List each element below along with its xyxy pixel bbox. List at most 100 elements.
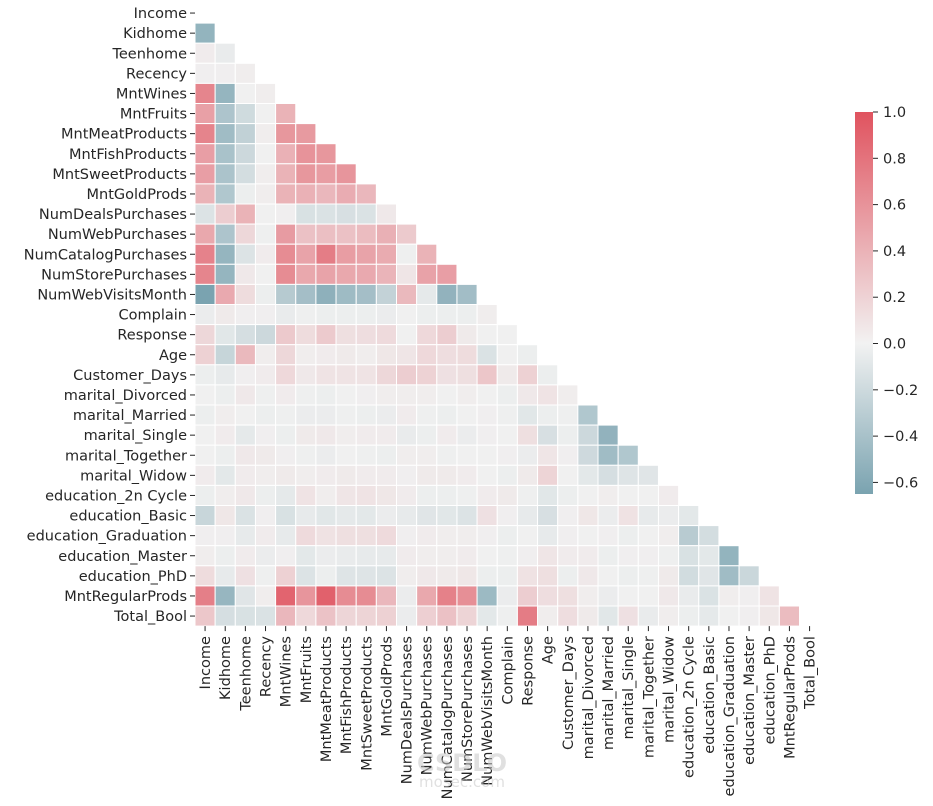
heatmap-cell-18-4 [275, 364, 297, 386]
heatmap-cell-18-9 [375, 364, 398, 386]
heatmap-cell-27-18 [557, 545, 579, 567]
heatmap-cell-9-2 [234, 183, 256, 205]
row-label: marital_Married [73, 408, 187, 424]
heatmap-cell-21-4 [275, 424, 297, 446]
heatmap-cell-24-23 [657, 484, 680, 506]
heatmap-cell-25-20 [597, 505, 619, 527]
heatmap-cell-21-17 [537, 424, 559, 446]
heatmap-cell-25-10 [396, 505, 418, 527]
heatmap-cell-28-12 [436, 565, 458, 587]
row-label: education_Master [58, 549, 187, 565]
heatmap-cell-24-10 [396, 484, 418, 506]
heatmap-cell-13-4 [275, 263, 297, 285]
heatmap-cell-20-13 [456, 404, 478, 426]
row-label: MntFruits [120, 107, 187, 123]
row-label: marital_Single [84, 428, 188, 444]
heatmap-cell-11-4 [275, 223, 297, 245]
heatmap-cell-23-14 [476, 464, 498, 486]
row-label: NumWebPurchases [48, 227, 187, 243]
row-label: education_2n Cycle [45, 488, 187, 504]
heatmap-cell-25-18 [557, 505, 579, 527]
row-label: Recency [126, 66, 187, 82]
heatmap-cell-18-16 [516, 364, 539, 386]
heatmap-cell-11-1 [214, 223, 236, 245]
heatmap-cell-25-4 [275, 505, 297, 527]
heatmap-cell-7-6 [315, 143, 337, 165]
heatmap-cell-19-5 [295, 384, 317, 406]
heatmap-cell-8-5 [295, 163, 317, 185]
heatmap-cell-6-2 [234, 123, 256, 145]
heatmap-cell-28-7 [335, 565, 357, 587]
heatmap-cell-21-3 [254, 424, 277, 446]
heatmap-cell-29-16 [516, 585, 539, 607]
heatmap-cell-12-11 [416, 243, 438, 265]
heatmap-cell-6-3 [254, 123, 277, 145]
heatmap-cell-19-6 [315, 384, 337, 406]
column-label: education_Basic [702, 636, 718, 754]
heatmap-cell-28-22 [637, 565, 659, 587]
heatmap-cell-26-13 [456, 525, 478, 547]
heatmap-cell-18-0 [194, 364, 216, 386]
heatmap-cell-30-4 [275, 605, 297, 627]
heatmap-cell-20-0 [194, 404, 216, 426]
heatmap-cell-13-7 [335, 263, 357, 285]
heatmap-cell-21-0 [194, 424, 216, 446]
row-label: NumWebVisitsMonth [37, 287, 187, 303]
heatmap-cell-30-5 [295, 605, 317, 627]
heatmap-cell-12-2 [234, 243, 256, 265]
heatmap-cell-7-4 [275, 143, 297, 165]
heatmap-cell-21-20 [597, 424, 619, 446]
heatmap-cell-28-3 [254, 565, 277, 587]
heatmap-cell-6-4 [275, 123, 297, 145]
heatmap-cell-30-21 [617, 605, 639, 627]
heatmap-cell-6-0 [194, 123, 216, 145]
column-label: Complain [500, 636, 516, 704]
heatmap-cell-16-8 [355, 324, 377, 346]
heatmap-cell-20-5 [295, 404, 317, 426]
heatmap-cell-26-10 [396, 525, 418, 547]
heatmap-cell-30-22 [637, 605, 659, 627]
column-label: NumWebPurchases [420, 636, 436, 775]
row-label: Response [117, 328, 187, 344]
heatmap-cell-24-16 [516, 484, 539, 506]
heatmap-cell-30-15 [496, 605, 518, 627]
heatmap-cell-20-3 [254, 404, 277, 426]
heatmap-cell-19-3 [254, 384, 277, 406]
heatmap-cell-22-0 [194, 444, 216, 466]
heatmap-cell-19-9 [375, 384, 398, 406]
heatmap-cell-12-5 [295, 243, 317, 265]
heatmap-cell-15-14 [476, 304, 498, 326]
heatmap-cell-25-24 [678, 505, 700, 527]
column-label: MntGoldProds [379, 636, 395, 737]
heatmap-cell-26-4 [275, 525, 297, 547]
heatmap-cell-24-11 [416, 484, 438, 506]
heatmap-cell-18-10 [396, 364, 418, 386]
row-label: MntWines [116, 86, 187, 102]
heatmap-cell-27-1 [214, 545, 236, 567]
heatmap-cell-30-24 [678, 605, 700, 627]
heatmap-cell-26-20 [597, 525, 619, 547]
heatmap-cell-29-20 [597, 585, 619, 607]
heatmap-cell-30-6 [315, 605, 337, 627]
heatmap-cell-10-6 [315, 203, 337, 225]
heatmap-cell-23-5 [295, 464, 317, 486]
heatmap-cell-24-5 [295, 484, 317, 506]
column-label: Recency [259, 636, 275, 697]
heatmap-cell-27-5 [295, 545, 317, 567]
heatmap-cell-29-3 [254, 585, 277, 607]
heatmap-cell-17-7 [335, 344, 357, 366]
heatmap-cell-20-18 [557, 404, 579, 426]
heatmap-cell-12-7 [335, 243, 357, 265]
heatmap-cell-17-10 [396, 344, 418, 366]
heatmap-cell-12-3 [254, 243, 277, 265]
heatmap-cell-11-5 [295, 223, 317, 245]
heatmap-cell-20-12 [436, 404, 458, 426]
heatmap-cell-19-2 [234, 384, 256, 406]
heatmap-cell-19-0 [194, 384, 216, 406]
heatmap-cell-27-15 [496, 545, 518, 567]
heatmap-cell-18-5 [295, 364, 317, 386]
heatmap-cell-23-11 [416, 464, 438, 486]
heatmap-cell-17-16 [516, 344, 539, 366]
heatmap-cell-26-19 [577, 525, 599, 547]
